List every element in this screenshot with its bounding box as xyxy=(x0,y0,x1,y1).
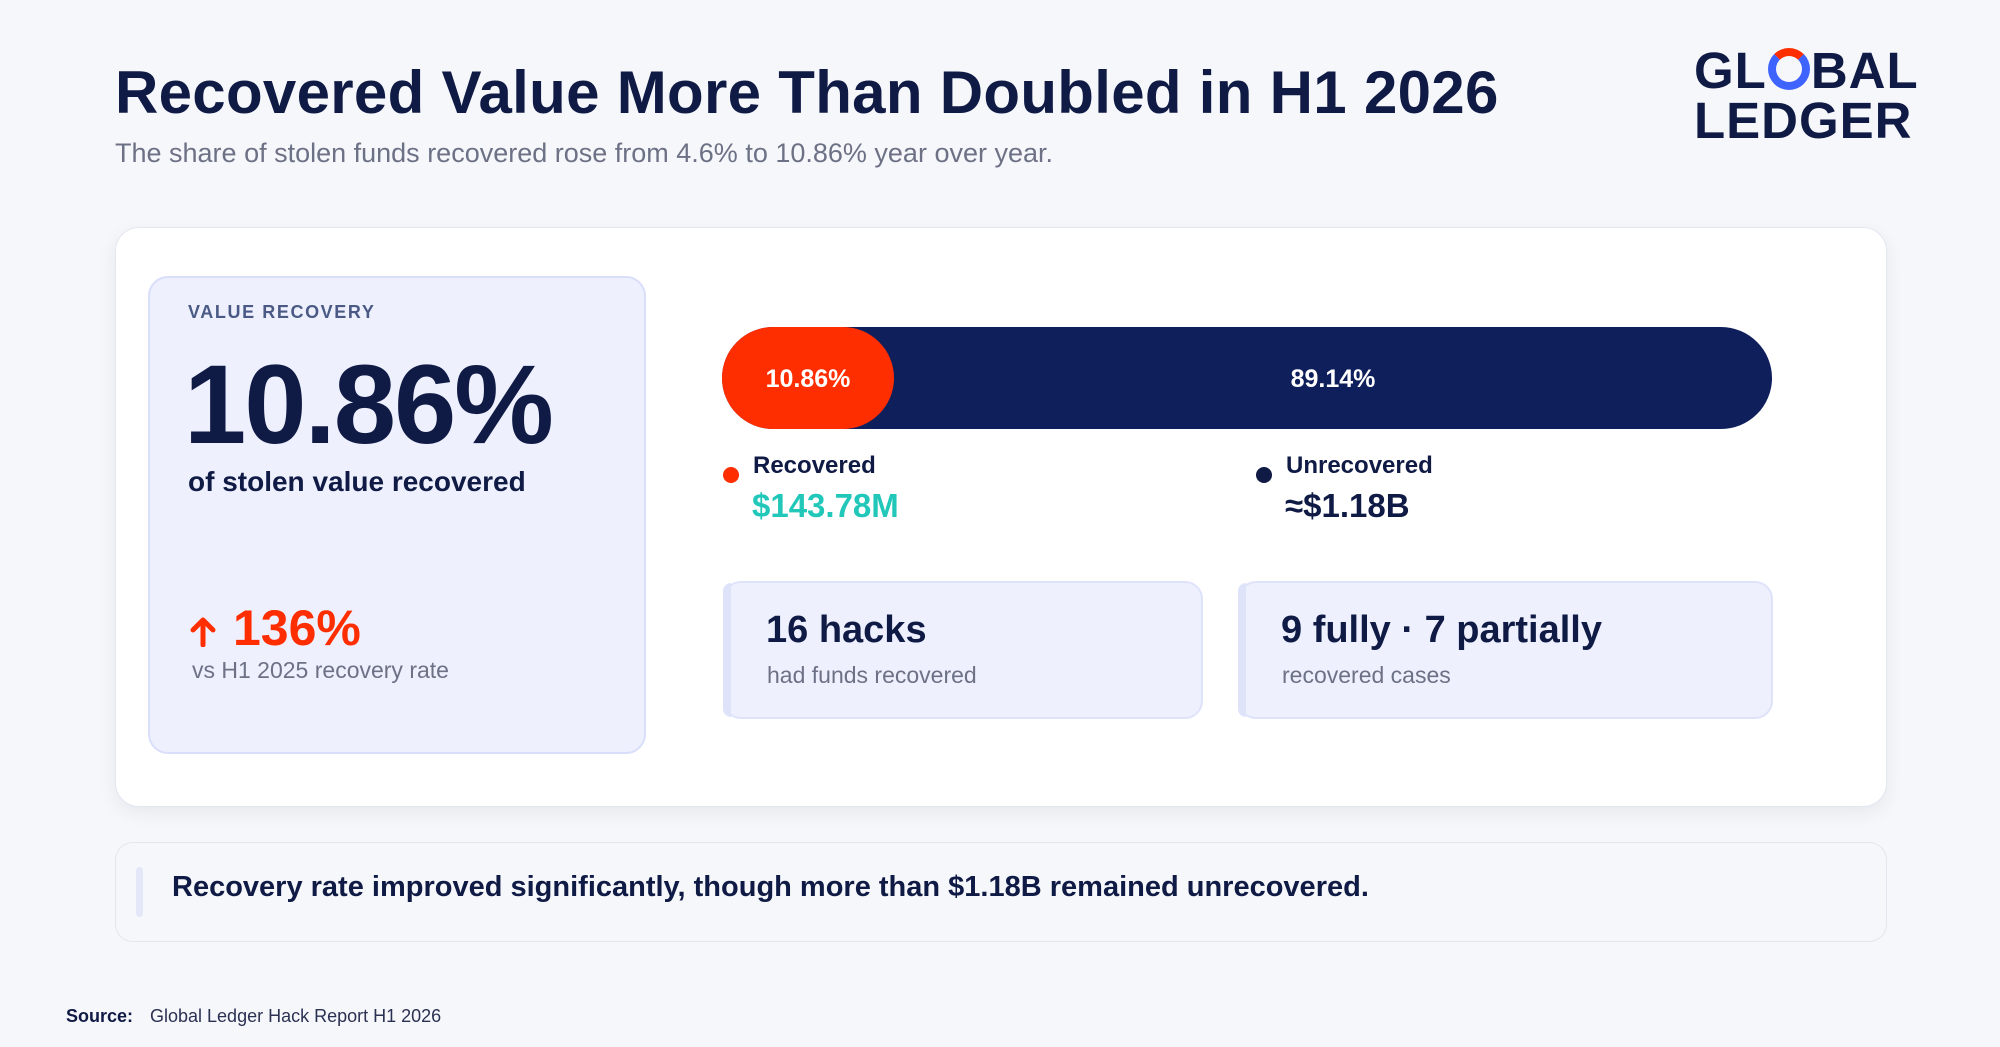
unrecovered-legend-label: Unrecovered xyxy=(1286,452,1433,479)
unrecovered-legend-dot xyxy=(1256,467,1272,483)
summary-note-text: Recovery rate improved significantly, th… xyxy=(172,871,1369,903)
source-label: Source: xyxy=(66,1006,134,1026)
summary-note xyxy=(115,842,1887,942)
cases-stat-title: 9 fully · 7 partially xyxy=(1281,609,1602,651)
hacks-stat-accent xyxy=(723,583,731,717)
logo-line-1: GL BAL xyxy=(1694,45,1918,96)
bar-segment-recovered xyxy=(722,327,894,429)
kpi-label: VALUE RECOVERY xyxy=(188,302,376,322)
global-ledger-logo: GL BAL LEDGER xyxy=(1694,45,1918,149)
hacks-stat-title: 16 hacks xyxy=(766,609,927,651)
kpi-value: 10.86% xyxy=(184,342,554,467)
value-recovery-panel xyxy=(148,276,646,754)
hacks-stat-subtitle: had funds recovered xyxy=(767,662,977,688)
bar-segment-unrecovered xyxy=(722,327,1772,429)
kpi-description: of stolen value recovered xyxy=(188,466,526,497)
kpi-change-value: 136% xyxy=(233,600,361,656)
cases-stat-subtitle: recovered cases xyxy=(1282,662,1451,688)
recovered-legend-dot xyxy=(723,467,739,483)
logo-text-gl: GL xyxy=(1694,42,1767,99)
page-title: Recovered Value More Than Doubled in H1 … xyxy=(115,59,1499,126)
cases-stat-card xyxy=(1238,581,1773,719)
kpi-change-label: vs H1 2025 recovery rate xyxy=(192,657,449,683)
hacks-stat-card xyxy=(723,581,1203,719)
source-text: Global Ledger Hack Report H1 2026 xyxy=(150,1006,442,1026)
unrecovered-amount: ≈$1.18B xyxy=(1285,487,1410,524)
logo-text-bal: BAL xyxy=(1810,42,1919,99)
page-subtitle: The share of stolen funds recovered rose… xyxy=(115,138,1053,168)
summary-note-accent xyxy=(136,867,143,917)
arrow-up-icon xyxy=(190,617,216,647)
recovery-stacked-bar: 10.86% 89.14% xyxy=(722,327,1772,429)
recovered-amount: $143.78M xyxy=(752,487,899,524)
cases-stat-accent xyxy=(1238,583,1246,717)
logo-line-2: LEDGER xyxy=(1694,92,1913,149)
logo-ring-icon xyxy=(1767,48,1810,90)
bar-label-recovered: 10.86% xyxy=(766,365,851,393)
bar-label-unrecovered: 89.14% xyxy=(1291,365,1376,393)
recovered-legend-label: Recovered xyxy=(753,452,876,479)
